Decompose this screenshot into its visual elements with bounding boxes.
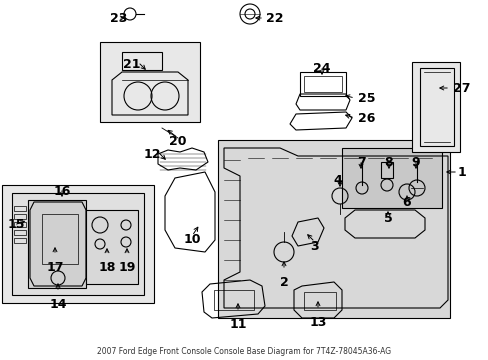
Text: 19: 19 bbox=[118, 261, 135, 274]
Bar bbox=[304, 76, 341, 92]
Text: 9: 9 bbox=[411, 156, 420, 169]
Bar bbox=[299, 72, 346, 96]
Bar bbox=[14, 222, 26, 227]
Text: 7: 7 bbox=[356, 156, 365, 169]
Text: 14: 14 bbox=[49, 298, 67, 311]
Text: 18: 18 bbox=[98, 261, 116, 274]
Text: 1: 1 bbox=[457, 166, 466, 179]
Text: 24: 24 bbox=[313, 62, 330, 75]
Bar bbox=[86, 210, 138, 284]
Bar bbox=[214, 290, 253, 310]
Bar bbox=[12, 193, 143, 295]
Bar bbox=[304, 292, 335, 310]
Text: 13: 13 bbox=[309, 316, 326, 329]
Text: 8: 8 bbox=[384, 156, 392, 169]
Bar bbox=[28, 200, 86, 288]
Text: 12: 12 bbox=[143, 148, 161, 161]
Bar bbox=[411, 62, 459, 152]
Bar bbox=[14, 206, 26, 211]
Text: 10: 10 bbox=[183, 233, 201, 246]
Bar bbox=[2, 185, 154, 303]
Bar bbox=[380, 162, 392, 178]
Text: 3: 3 bbox=[309, 239, 318, 252]
Text: 27: 27 bbox=[452, 81, 469, 94]
Text: 26: 26 bbox=[357, 112, 375, 125]
Text: 6: 6 bbox=[402, 196, 410, 209]
Text: 21: 21 bbox=[123, 58, 141, 71]
Bar bbox=[14, 214, 26, 219]
Bar bbox=[341, 148, 441, 208]
Bar bbox=[42, 214, 78, 264]
Text: 15: 15 bbox=[8, 219, 25, 231]
Text: 23: 23 bbox=[110, 12, 127, 24]
Bar bbox=[122, 52, 162, 70]
Bar bbox=[419, 68, 453, 146]
Text: 5: 5 bbox=[383, 212, 391, 225]
Bar bbox=[218, 140, 449, 318]
Text: 4: 4 bbox=[333, 174, 342, 187]
Text: 11: 11 bbox=[229, 318, 246, 331]
Text: 16: 16 bbox=[53, 185, 71, 198]
Text: 2007 Ford Edge Front Console Console Base Diagram for 7T4Z-78045A36-AG: 2007 Ford Edge Front Console Console Bas… bbox=[97, 347, 391, 356]
Text: 20: 20 bbox=[169, 135, 186, 148]
Text: 2: 2 bbox=[279, 276, 288, 289]
Text: 17: 17 bbox=[46, 261, 63, 274]
Bar bbox=[14, 230, 26, 235]
Bar bbox=[14, 238, 26, 243]
Text: 22: 22 bbox=[265, 12, 283, 24]
Text: 25: 25 bbox=[357, 91, 375, 104]
Bar bbox=[100, 42, 200, 122]
